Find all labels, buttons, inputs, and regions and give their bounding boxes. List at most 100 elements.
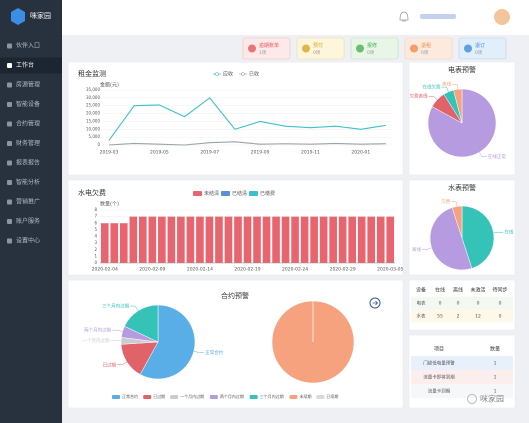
chart-title: 租金监测 bbox=[78, 69, 106, 78]
bar bbox=[319, 216, 328, 263]
leader-line bbox=[130, 305, 139, 311]
menu-icon bbox=[7, 199, 12, 205]
bar bbox=[100, 223, 109, 263]
slice-label: 在线正常 bbox=[488, 153, 506, 160]
legend-label[interactable]: 已续期 bbox=[326, 393, 338, 399]
legend-label[interactable]: 未续期 bbox=[300, 393, 312, 399]
y-tick-label: 4 bbox=[94, 234, 97, 239]
table-row bbox=[411, 309, 513, 323]
chart-title: 电表预警 bbox=[448, 65, 476, 74]
card-count: 0项 bbox=[313, 50, 321, 56]
table-row bbox=[411, 384, 513, 398]
x-tick-label: 2020-02-24 bbox=[282, 267, 308, 273]
menu-icon bbox=[7, 102, 12, 107]
legend-label[interactable]: 两个月内过期 bbox=[220, 393, 244, 399]
leader-line bbox=[452, 83, 458, 90]
bar bbox=[148, 216, 157, 263]
avatar[interactable] bbox=[494, 9, 510, 25]
x-tick-label: 2020-02-09 bbox=[139, 267, 165, 273]
menu-icon bbox=[7, 219, 12, 224]
menu-item[interactable]: 智能分析 bbox=[16, 178, 40, 186]
pie-slice[interactable] bbox=[124, 304, 159, 343]
bell-icon[interactable] bbox=[399, 11, 409, 22]
menu-item[interactable]: 营销推广 bbox=[16, 198, 40, 206]
legend-label[interactable]: 应收 bbox=[223, 71, 233, 78]
menu-item[interactable]: 智能设备 bbox=[16, 100, 40, 108]
x-tick-label: 2019-09 bbox=[251, 150, 270, 156]
menu-item[interactable]: 合约管理 bbox=[16, 120, 40, 128]
menu-icon bbox=[7, 238, 12, 244]
leader-line bbox=[451, 201, 458, 207]
slice-label: 离线 bbox=[412, 246, 421, 253]
slice-label: 在线 bbox=[504, 229, 513, 236]
legend-label[interactable]: 已过期 bbox=[153, 393, 165, 399]
status-card[interactable] bbox=[242, 37, 291, 60]
axis-label: 数量(个) bbox=[100, 201, 119, 208]
logo bbox=[11, 8, 25, 25]
y-tick-label: 0 bbox=[94, 260, 97, 265]
user-name-blurred[interactable] bbox=[420, 14, 456, 19]
menu-icon bbox=[7, 63, 12, 68]
table-cell: 1 bbox=[494, 389, 497, 395]
table-header: 设备 bbox=[416, 287, 426, 294]
watermark-icon bbox=[467, 394, 477, 404]
table-cell: 2 bbox=[457, 314, 460, 320]
table-cell: 0 bbox=[439, 301, 442, 307]
line-series bbox=[108, 141, 387, 146]
menu-item[interactable]: 财务管理 bbox=[16, 139, 40, 147]
legend-swatch bbox=[249, 395, 258, 399]
menu-item[interactable]: 伙伴入口 bbox=[16, 42, 40, 50]
leader-line bbox=[441, 86, 449, 92]
legend-label[interactable]: 已缴费 bbox=[260, 190, 275, 197]
bar bbox=[291, 216, 299, 263]
table-cell: 1 bbox=[494, 375, 497, 381]
menu-item[interactable]: 报表报告 bbox=[16, 159, 40, 167]
menu-item[interactable]: 设置中心 bbox=[16, 237, 40, 245]
table-cell: 门锁低电量预警 bbox=[423, 360, 455, 367]
legend-swatch bbox=[170, 395, 179, 399]
x-tick-label: 2020-02-14 bbox=[187, 267, 213, 273]
leader-line bbox=[193, 350, 205, 353]
legend-label[interactable]: 未结清 bbox=[204, 190, 219, 197]
legend-label[interactable]: 已结清 bbox=[232, 190, 247, 197]
card-count: 1项 bbox=[259, 50, 267, 56]
legend-label[interactable]: 三个月内过期 bbox=[260, 393, 284, 399]
slice-label: 已过期 bbox=[103, 361, 117, 368]
card-label: 报修 bbox=[367, 42, 377, 49]
y-tick-label: 3 bbox=[94, 240, 97, 245]
menu-item[interactable]: 工作台 bbox=[16, 61, 34, 69]
legend-label[interactable]: 一个月内过期 bbox=[180, 393, 204, 399]
table-row bbox=[411, 356, 513, 370]
legend-swatch bbox=[316, 395, 325, 399]
bar bbox=[338, 216, 347, 263]
card-icon bbox=[410, 44, 418, 53]
status-card[interactable] bbox=[296, 37, 345, 60]
x-tick-label: 2020-01 bbox=[351, 150, 370, 156]
menu-active bbox=[0, 57, 62, 74]
bar bbox=[196, 216, 204, 263]
legend-swatch bbox=[143, 395, 152, 399]
bar bbox=[119, 223, 128, 263]
slice-label: 在线欠费 bbox=[422, 84, 440, 91]
menu-icon bbox=[7, 82, 12, 88]
menu-item[interactable]: 房源管理 bbox=[16, 81, 40, 89]
bar bbox=[300, 216, 309, 263]
chart-title: 合约预警 bbox=[221, 291, 249, 300]
bar bbox=[110, 223, 119, 263]
status-card[interactable] bbox=[458, 37, 507, 60]
leader-line bbox=[422, 247, 432, 250]
table-cell: 0 bbox=[457, 301, 460, 307]
menu-item[interactable]: 账户服务 bbox=[16, 217, 40, 225]
bar bbox=[139, 216, 147, 263]
pie-slice[interactable] bbox=[139, 304, 196, 380]
status-card[interactable] bbox=[350, 37, 399, 60]
bar bbox=[167, 216, 176, 263]
status-card[interactable] bbox=[404, 37, 453, 60]
legend-label[interactable]: 已收 bbox=[249, 71, 259, 78]
menu-icon bbox=[7, 43, 12, 49]
bar bbox=[329, 216, 337, 263]
legend-label[interactable]: 正常合约 bbox=[122, 393, 138, 399]
bar bbox=[129, 216, 138, 263]
bar bbox=[262, 216, 271, 263]
pie-slice[interactable] bbox=[453, 88, 463, 124]
